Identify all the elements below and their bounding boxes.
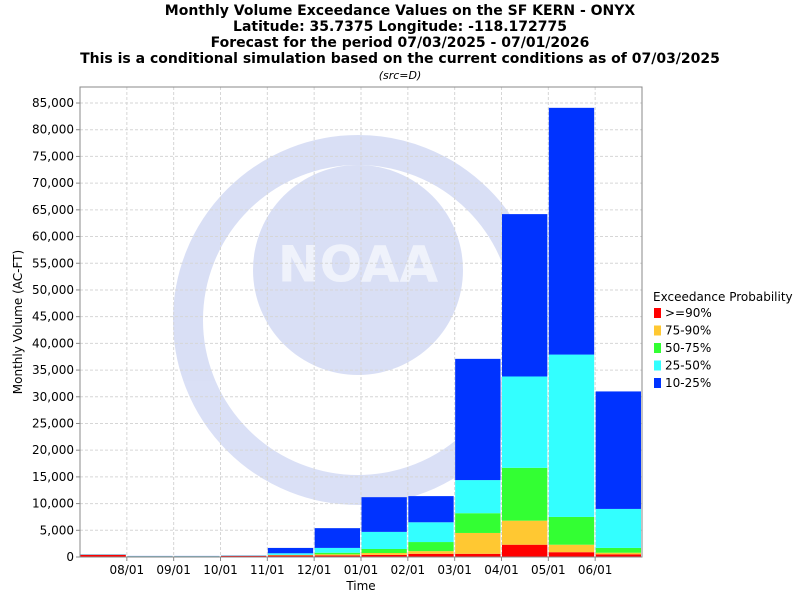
legend-label: >=90% [665,306,712,320]
x-axis-label: Time [345,579,375,593]
bar-segment [314,554,360,556]
bar-segment [595,391,641,509]
x-tick-label: 08/01 [110,563,145,577]
legend-label: 25-50% [665,359,711,373]
bar-segment [502,376,548,468]
bar-segment [408,496,454,523]
chart-title: Monthly Volume Exceedance Values on the … [165,3,636,19]
x-tick-label: 05/01 [531,563,566,577]
y-tick-label: 35,000 [32,363,74,377]
legend-swatch [654,308,661,318]
bar-segment [314,547,360,553]
y-tick-label: 80,000 [32,123,74,137]
y-tick-label: 50,000 [32,283,74,297]
bar-segment [455,532,501,554]
x-tick-label: 09/01 [156,563,191,577]
bar-segment [408,553,454,557]
x-tick-label: 03/01 [437,563,472,577]
bar-segment [80,554,126,557]
chart-subtitle: This is a conditional simulation based o… [80,51,720,67]
x-tick-label: 12/01 [297,563,332,577]
y-tick-label: 55,000 [32,256,74,270]
x-tick-label: 11/01 [250,563,285,577]
chart-subtitle: Forecast for the period 07/03/2025 - 07/… [211,35,590,51]
y-tick-label: 25,000 [32,416,74,430]
bar-segment [548,516,595,545]
x-tick-label: 01/01 [344,563,379,577]
bar-segment [361,497,407,532]
y-tick-label: 0 [66,550,74,564]
bar-segment [314,552,360,555]
y-tick-label: 20,000 [32,443,74,457]
chart-note: (src=D) [379,69,422,82]
bar-segment [502,214,548,377]
x-tick-label: 10/01 [203,563,238,577]
y-tick-label: 85,000 [32,96,74,110]
bar-segment [595,508,641,548]
bar-segment [455,553,501,557]
legend-title: Exceedance Probability [653,290,793,304]
bar-segment [267,547,314,554]
bar-segment [314,528,360,548]
bar-segment [361,554,407,557]
watermark-disc [253,165,463,375]
bar-segment [361,548,407,553]
y-tick-label: 40,000 [32,336,74,350]
bar-segment [548,552,595,557]
y-tick-label: 15,000 [32,470,74,484]
x-tick-label: 02/01 [391,563,426,577]
bar-segment [361,552,407,555]
legend-label: 75-90% [665,324,711,338]
bar-segment [502,467,548,521]
x-tick-label: 06/01 [578,563,613,577]
bar-segment [595,547,641,553]
bar-segment [361,531,407,549]
plot-border [79,86,643,558]
legend-label: 50-75% [665,341,711,355]
bar-segment [408,542,454,552]
y-tick-label: 70,000 [32,176,74,190]
bar-segment [314,555,360,557]
watermark-text: NOAA [278,236,439,294]
y-axis-label: Monthly Volume (AC-FT) [11,250,25,394]
bar-segment [455,480,501,514]
bar-segment [267,553,314,555]
bar-segment [548,544,595,553]
legend-swatch [654,325,661,336]
bar-segment [502,520,548,545]
y-tick-label: 60,000 [32,230,74,244]
chart-subtitle: Latitude: 35.7375 Longitude: -118.172775 [233,19,567,35]
bar-segment [548,107,595,355]
legend-swatch [654,343,661,353]
bar-segment [221,555,267,557]
legend-swatch [654,378,661,388]
y-tick-label: 65,000 [32,203,74,217]
legend-swatch [654,360,661,371]
bar-segment [455,513,501,533]
bar-segment [548,354,595,517]
bar-segment [455,358,501,481]
y-tick-label: 10,000 [32,497,74,511]
y-tick-label: 5,000 [40,523,74,537]
bar-segment [595,552,641,555]
y-tick-label: 45,000 [32,310,74,324]
x-tick-label: 04/01 [484,563,519,577]
bar-segment [408,551,454,554]
y-tick-label: 30,000 [32,390,74,404]
legend-label: 10-25% [665,376,711,390]
bar-segment [267,555,314,557]
bar-segment [502,544,548,557]
bar-segment [595,554,641,557]
y-tick-label: 75,000 [32,149,74,163]
bar-segment [408,522,454,543]
